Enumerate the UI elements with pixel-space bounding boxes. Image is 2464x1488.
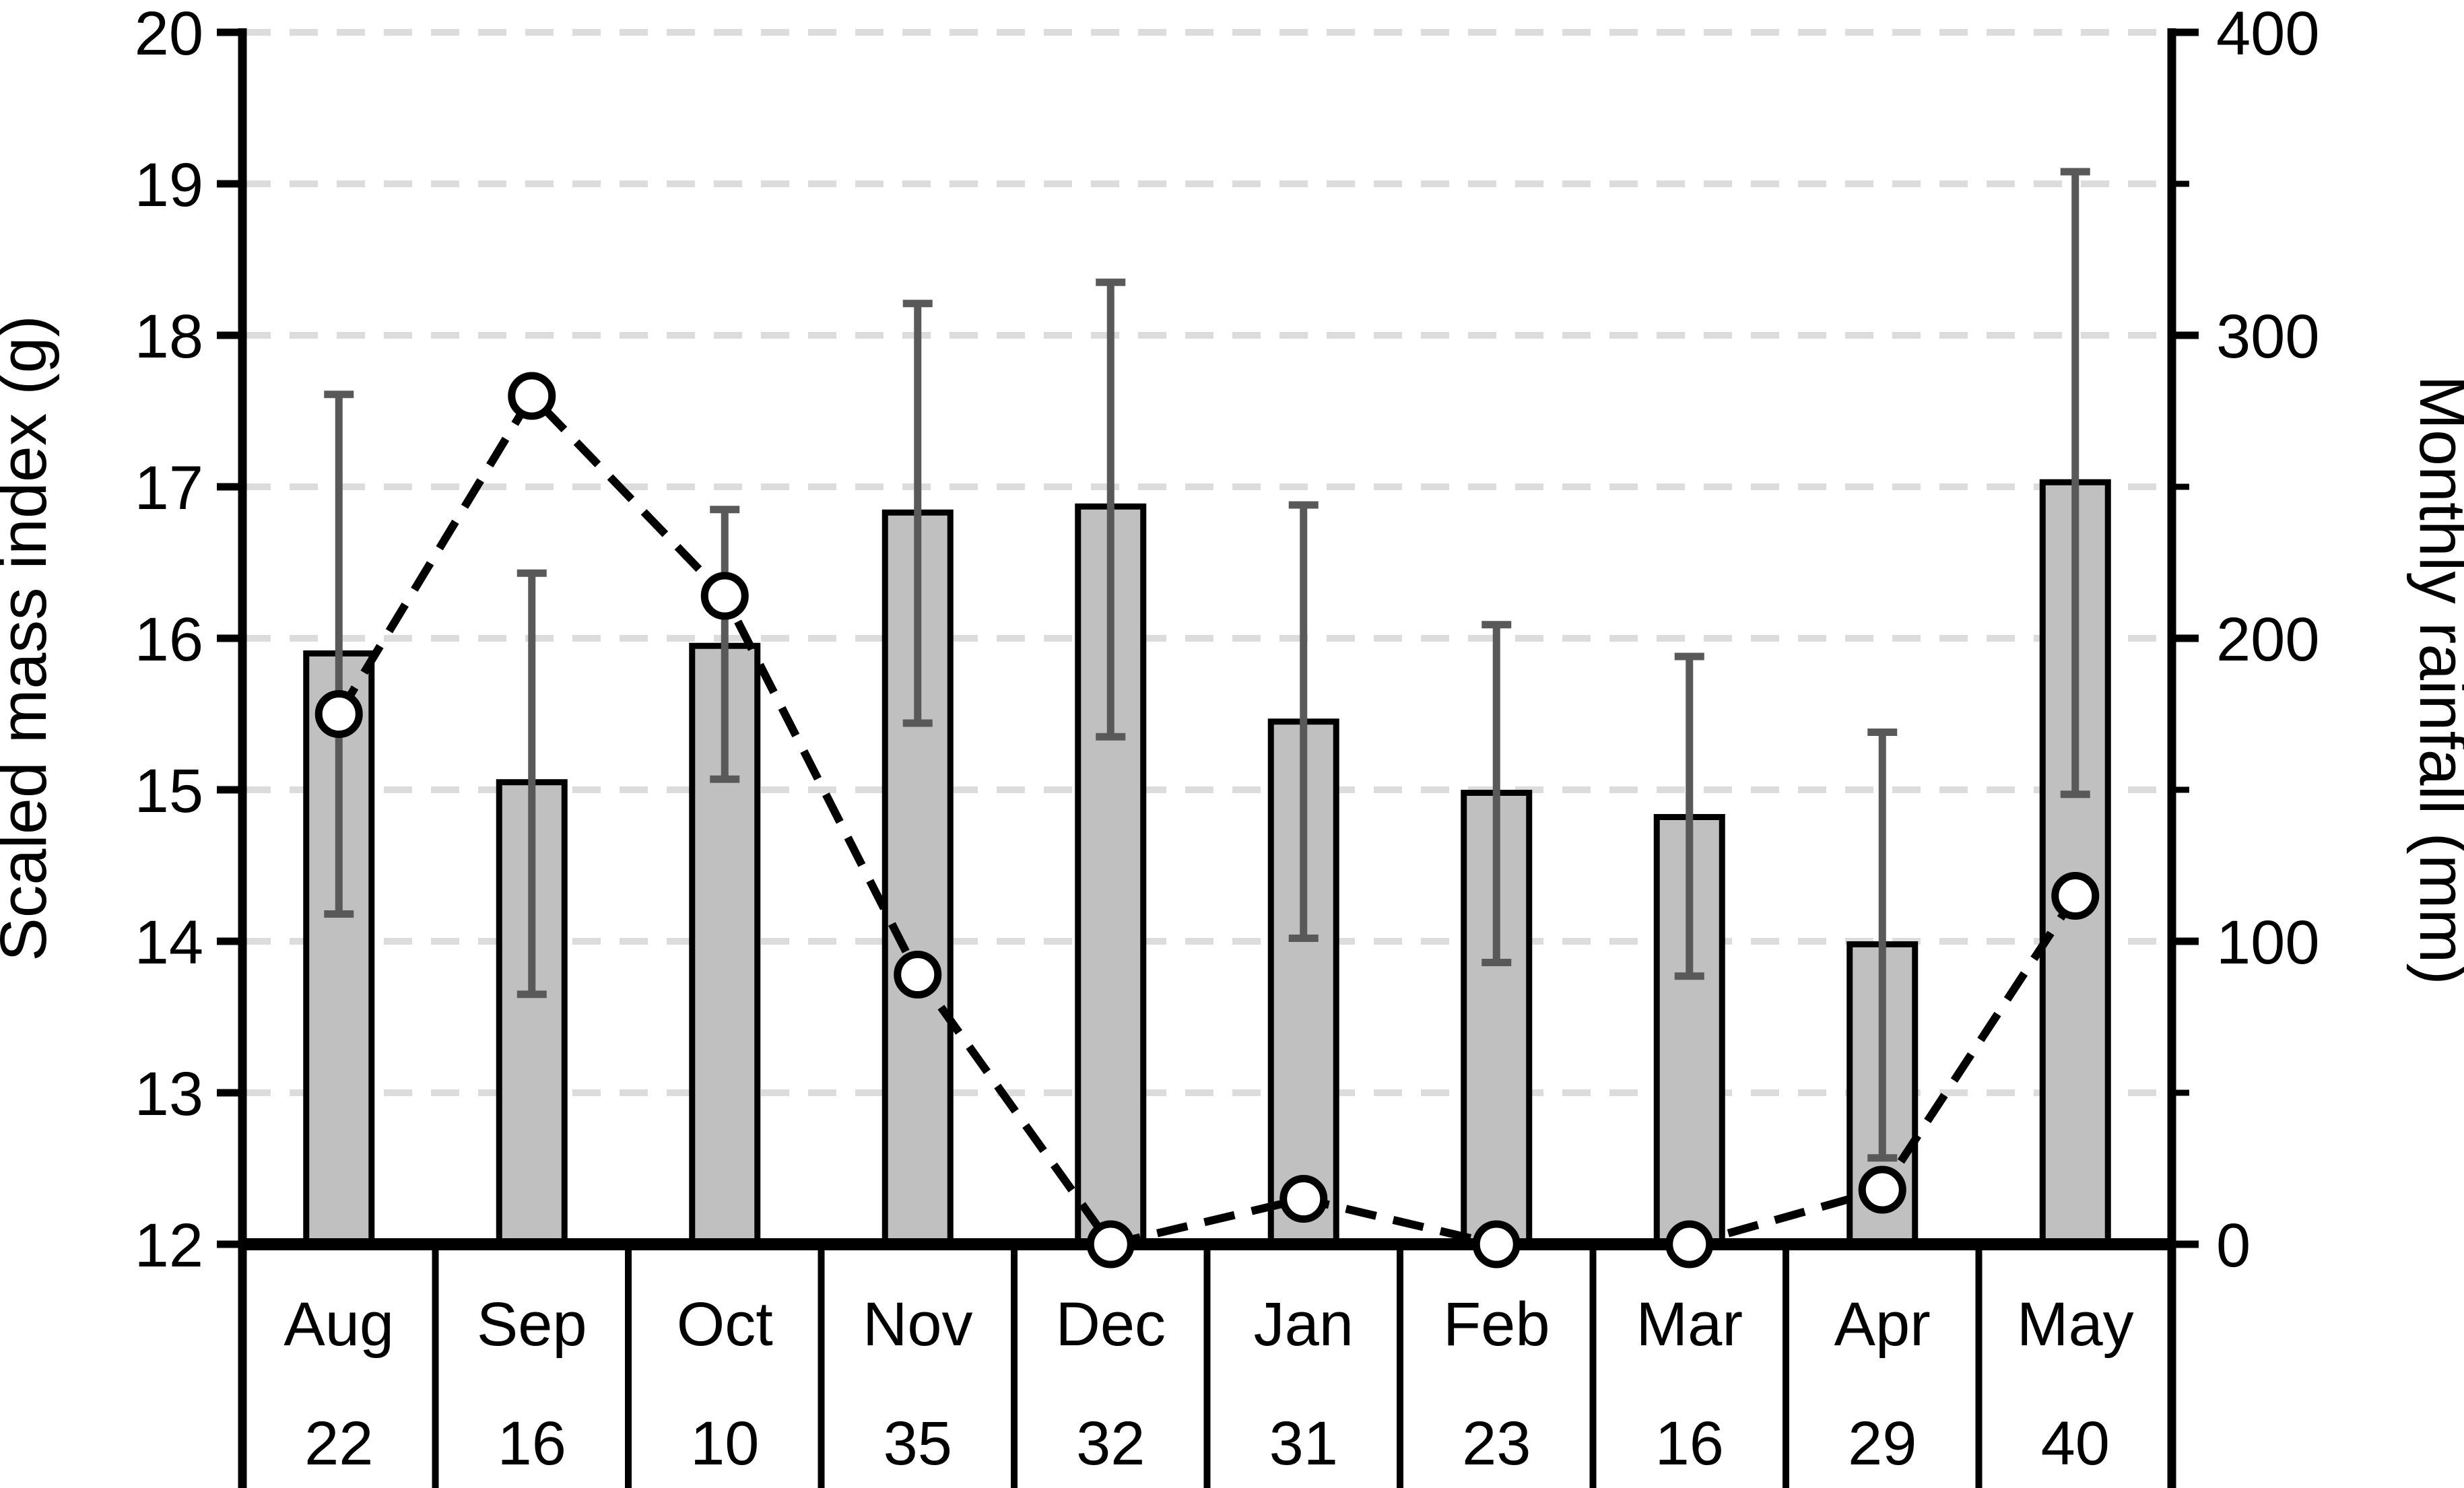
rainfall-marker-nov [894, 951, 942, 999]
right-axis-title: Monthly rainfall (mm) [2406, 375, 2464, 985]
sample-size-label-dec: 32 [1076, 1409, 1145, 1478]
left-axis-title: Scaled mass index (g) [0, 315, 60, 961]
sample-size-label-jan: 31 [1269, 1409, 1338, 1478]
rainfall-markers [314, 372, 2100, 1269]
month-label-aug: Aug [284, 1290, 394, 1359]
right-tick-label: 100 [2216, 908, 2320, 977]
month-label-mar: Mar [1636, 1290, 1743, 1359]
right-tick-label: 200 [2216, 605, 2320, 674]
month-label-apr: Apr [1834, 1290, 1931, 1359]
left-tick-label: 18 [135, 302, 203, 371]
right-tick-label: 300 [2216, 302, 2320, 371]
sample-size-label-feb: 23 [1462, 1409, 1531, 1478]
left-tick-label: 16 [135, 605, 203, 674]
month-label-dec: Dec [1055, 1290, 1166, 1359]
month-label-sep: Sep [477, 1290, 587, 1359]
left-tick-label: 12 [135, 1211, 203, 1280]
rainfall-marker-may [2051, 872, 2100, 920]
sample-size-label-sep: 16 [498, 1409, 566, 1478]
month-label-jan: Jan [1254, 1290, 1354, 1359]
sample-size-label-mar: 16 [1655, 1409, 1724, 1478]
sample-size-label-aug: 22 [304, 1409, 373, 1478]
rainfall-line [335, 389, 2079, 1249]
bar-series [303, 479, 2111, 1248]
sample-size-label-nov: 35 [884, 1409, 952, 1478]
month-label-oct: Oct [677, 1290, 773, 1359]
sample-size-label-apr: 29 [1848, 1409, 1917, 1478]
left-tick-label: 20 [135, 0, 203, 68]
month-label-feb: Feb [1443, 1290, 1550, 1359]
rainfall-marker-jan [1279, 1175, 1328, 1223]
month-label-nov: Nov [863, 1290, 973, 1359]
rainfall-marker-sep [508, 372, 556, 420]
rainfall-marker-feb [1472, 1220, 1521, 1269]
bar-dec [1075, 503, 1147, 1248]
rainfall-marker-dec [1086, 1220, 1135, 1269]
right-tick-label: 0 [2216, 1211, 2251, 1280]
sample-size-label-may: 40 [2041, 1409, 2110, 1478]
left-tick-label: 13 [135, 1060, 203, 1128]
left-tick-label: 15 [135, 757, 203, 825]
rainfall-marker-aug [314, 690, 363, 738]
error-bars [324, 168, 2090, 1162]
left-tick-label: 19 [135, 151, 203, 219]
rainfall-marker-oct [700, 572, 749, 620]
right-tick-label: 400 [2216, 0, 2320, 68]
left-tick-label: 14 [135, 908, 203, 977]
sample-size-label-oct: 10 [690, 1409, 759, 1478]
axes [217, 28, 2199, 1488]
rainfall-marker-mar [1665, 1220, 1714, 1269]
month-label-may: May [2017, 1290, 2134, 1359]
left-tick-label: 17 [135, 454, 203, 522]
rainfall-marker-apr [1858, 1165, 1906, 1214]
